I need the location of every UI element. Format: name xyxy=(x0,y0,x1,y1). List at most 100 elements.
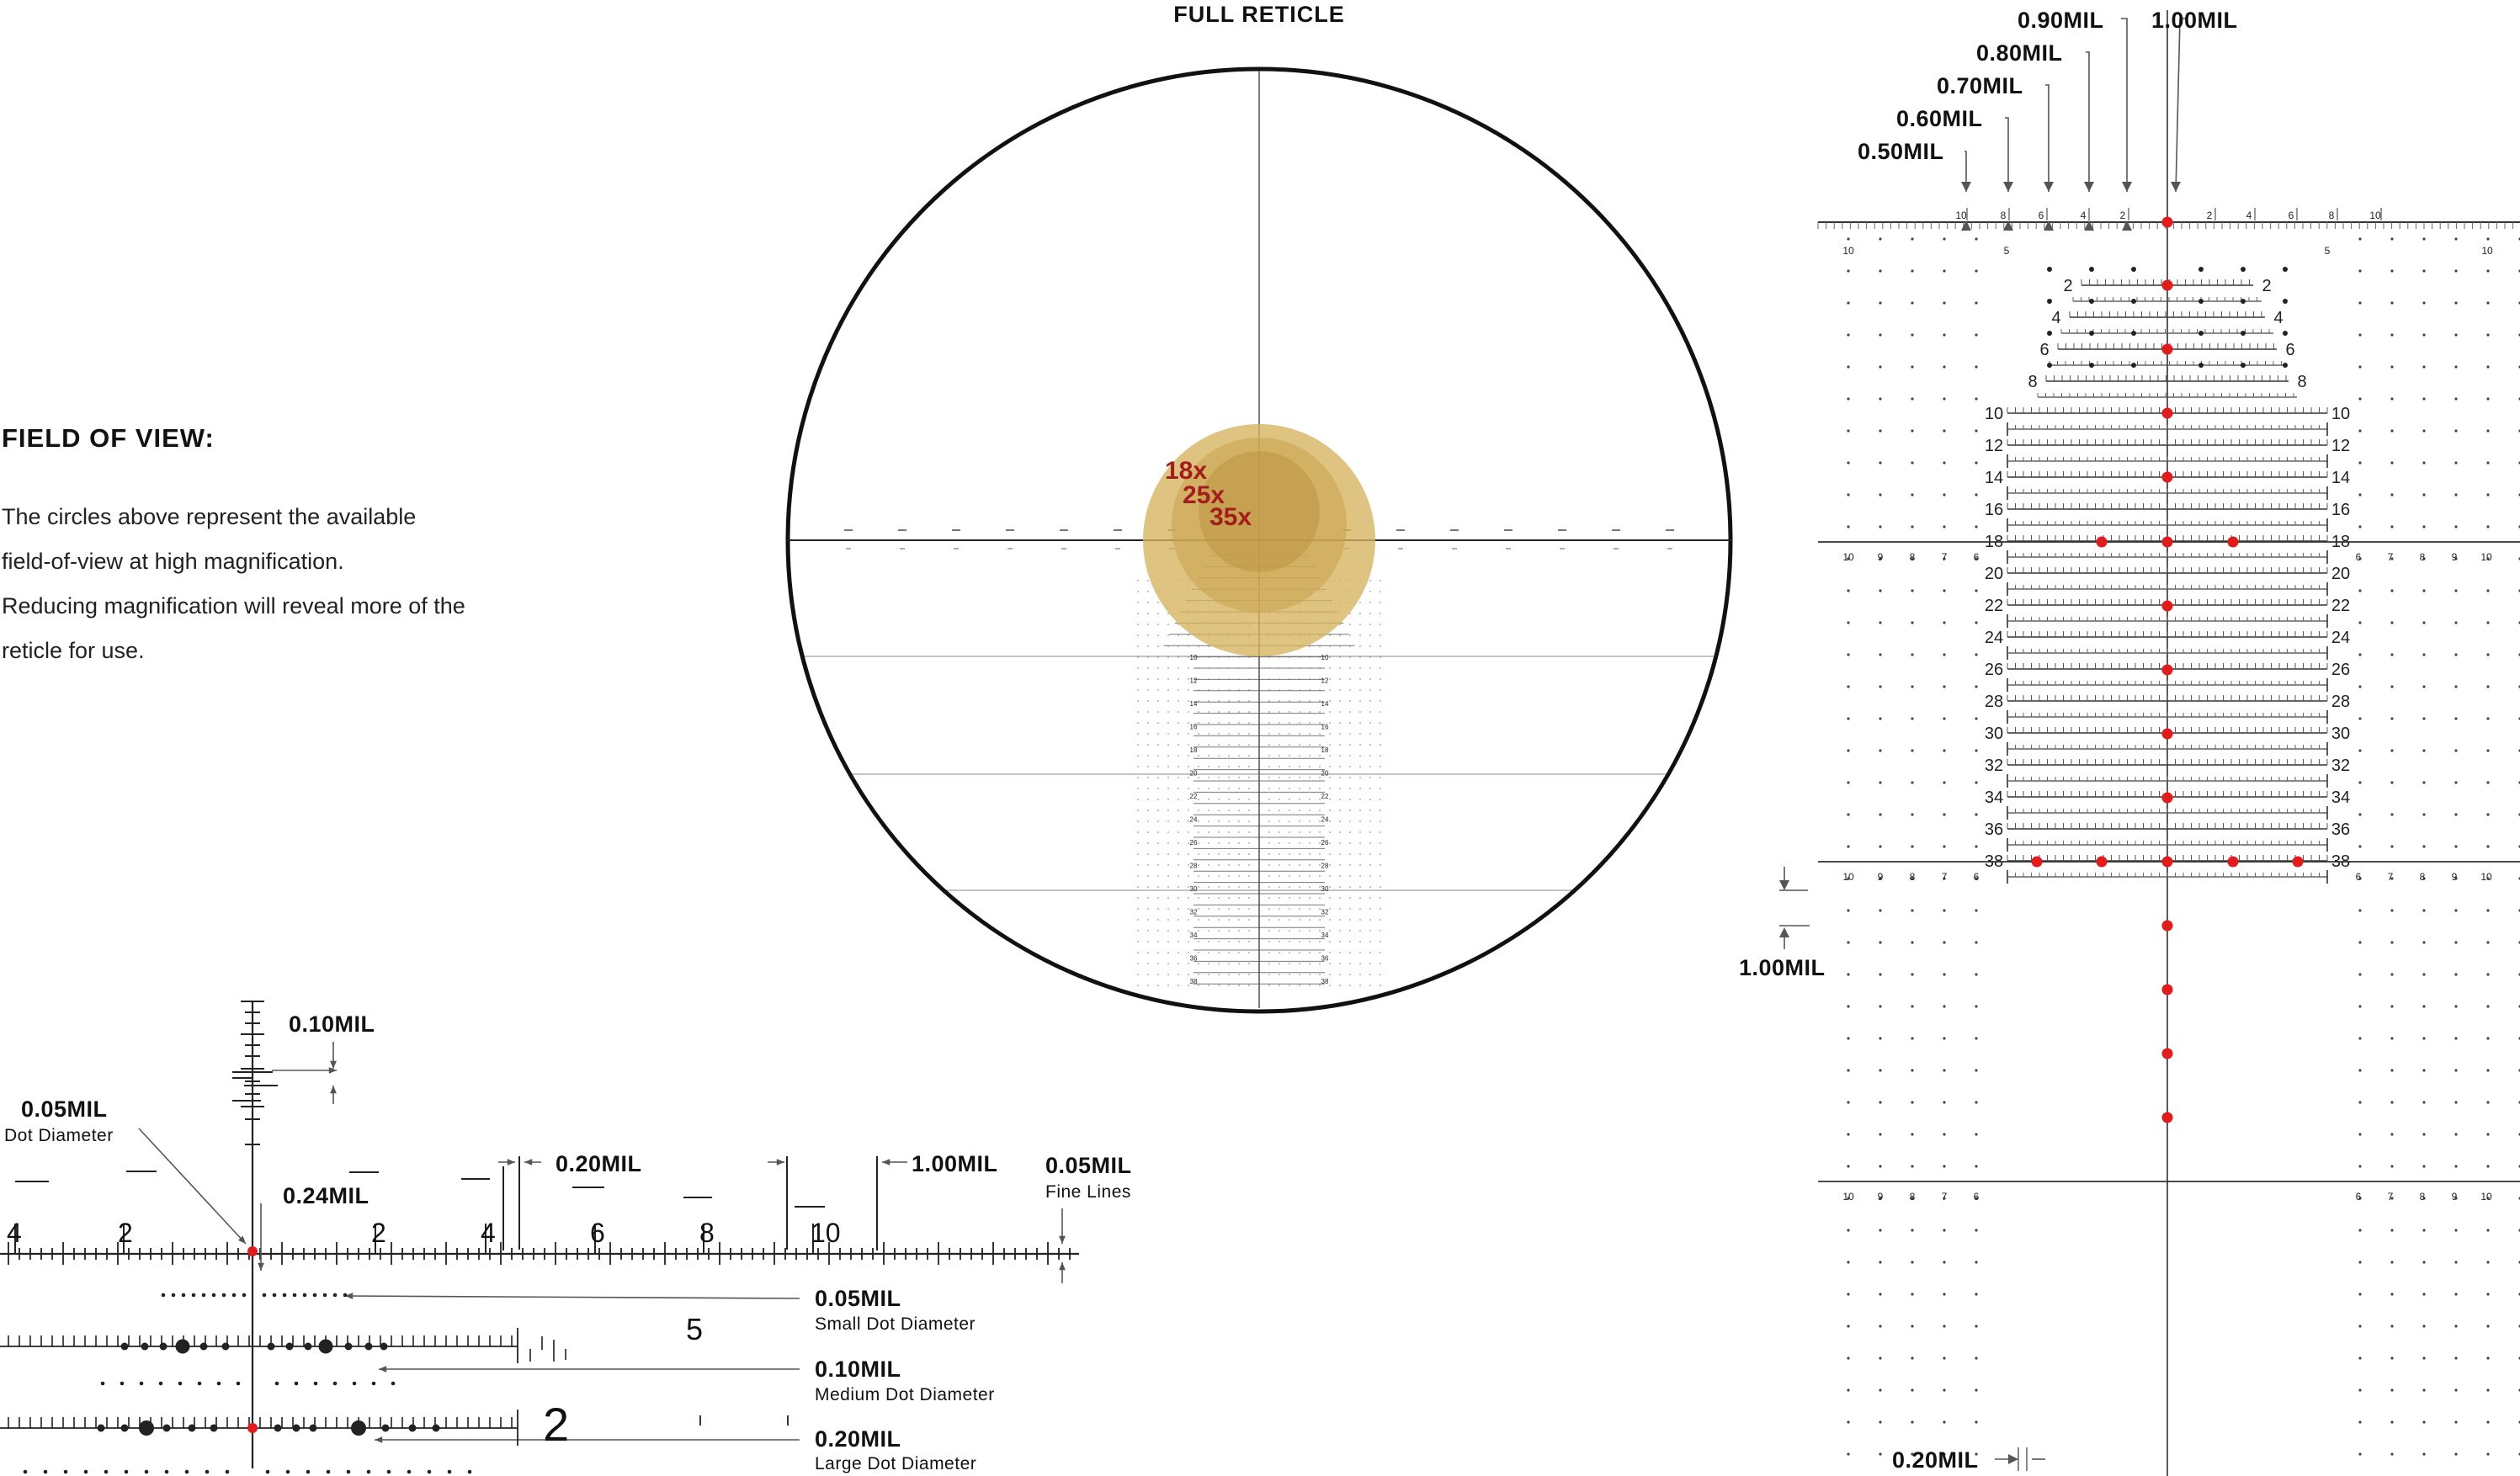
field-dot xyxy=(2390,557,2394,560)
field-dot xyxy=(1279,777,1280,778)
small-dot xyxy=(216,1381,221,1386)
field-dot xyxy=(1943,333,1946,337)
wide-scale-number: 6 xyxy=(1974,551,1980,563)
small-dot xyxy=(181,1293,186,1298)
field-dot xyxy=(1137,613,1139,614)
field-dot xyxy=(1339,875,1341,877)
field-dot xyxy=(1198,788,1199,789)
field-dot xyxy=(1847,781,1850,784)
wide-scale-number: 9 xyxy=(2452,1191,2458,1203)
field-dot xyxy=(1380,952,1381,953)
field-dot xyxy=(1380,678,1381,680)
small-dot xyxy=(63,1469,68,1474)
small-dot xyxy=(332,1293,338,1298)
field-dot xyxy=(1943,301,1946,305)
field-dot xyxy=(1369,963,1371,964)
arrow-head xyxy=(2003,182,2013,192)
field-dot xyxy=(1279,875,1280,877)
field-dot xyxy=(1359,875,1361,877)
field-dot xyxy=(1137,941,1139,942)
side-scale-number: 10 xyxy=(2481,245,2493,257)
wide-scale-number: 8 xyxy=(2420,871,2426,883)
field-dot xyxy=(1349,634,1351,636)
field-dot xyxy=(1309,985,1311,986)
field-dot xyxy=(1188,711,1189,713)
medium-dot xyxy=(120,1424,129,1432)
field-dot xyxy=(1147,842,1149,844)
field-dot xyxy=(1279,864,1280,866)
ladder-number-right: 24 xyxy=(2331,629,2350,647)
field-dot xyxy=(1309,766,1311,767)
field-dot xyxy=(1208,875,1209,877)
hash-spacing-label: 0.20MIL xyxy=(556,1151,642,1176)
side-scale-number: 5 xyxy=(2004,245,2010,257)
ladder-dot xyxy=(2047,363,2052,368)
fine-subtension-label: 0.10MIL xyxy=(289,1011,375,1037)
red-center-dot xyxy=(2161,728,2173,740)
field-dot xyxy=(1943,749,1946,752)
field-dot xyxy=(2486,493,2490,496)
field-dot xyxy=(1975,653,1978,656)
field-dot xyxy=(1228,919,1230,921)
field-dot xyxy=(1218,919,1220,921)
small-dot xyxy=(391,1381,396,1386)
field-dot xyxy=(1369,777,1371,778)
field-dot xyxy=(1943,909,1946,912)
field-dot xyxy=(1975,1325,1978,1328)
field-dot xyxy=(1349,941,1351,942)
field-dot xyxy=(1349,919,1351,921)
lower-center-dot xyxy=(247,1423,258,1433)
field-dot xyxy=(1289,820,1290,822)
small-dot xyxy=(171,1293,176,1298)
field-dot xyxy=(1879,653,1882,656)
field-dot xyxy=(1157,897,1159,899)
small-dot xyxy=(371,1381,376,1386)
field-dot xyxy=(1975,237,1978,241)
field-dot xyxy=(1167,678,1169,680)
field-dot xyxy=(1943,461,1946,465)
field-dot xyxy=(1157,733,1159,735)
field-dot xyxy=(1319,799,1321,800)
field-dot xyxy=(1248,766,1250,767)
red-center-dot xyxy=(2161,920,2173,932)
small-dot xyxy=(326,1469,331,1474)
arrow-head xyxy=(2003,220,2013,231)
small-dot xyxy=(205,1469,210,1474)
field-dot xyxy=(1268,842,1270,844)
field-dot xyxy=(1268,908,1270,910)
wide-scale-number: 7 xyxy=(1942,1191,1948,1203)
field-dot xyxy=(1268,766,1270,767)
medium-dot xyxy=(159,1342,167,1351)
field-dot xyxy=(1198,974,1199,975)
field-dot xyxy=(1147,985,1149,986)
field-dot xyxy=(1369,930,1371,932)
field-dot xyxy=(1943,237,1946,241)
small-dot xyxy=(447,1469,452,1474)
field-dot xyxy=(1238,755,1240,757)
field-dot xyxy=(2486,1069,2490,1072)
wide-scale-number: 10 xyxy=(2480,871,2492,883)
field-dot xyxy=(1188,930,1189,932)
field-dot xyxy=(2454,973,2458,976)
field-dot xyxy=(2358,589,2362,592)
field-dot xyxy=(1218,820,1220,822)
field-dot xyxy=(1879,1165,1882,1168)
field-dot xyxy=(2486,813,2490,816)
field-dot xyxy=(1339,634,1341,636)
wide-scale-number: 10 xyxy=(1842,1191,1854,1203)
field-dot xyxy=(1268,700,1270,702)
field-dot xyxy=(1238,875,1240,877)
field-dot xyxy=(1879,973,1882,976)
large-dot xyxy=(139,1420,154,1436)
full-reticle-panel: FULL RETICLE 10 10 12 12 14 14 16 16 18 18 20 20 22 2… xyxy=(785,2,1733,1014)
field-dot xyxy=(2486,1133,2490,1136)
field-dot xyxy=(2454,1229,2458,1232)
small-dot xyxy=(225,1469,230,1474)
field-dot xyxy=(1167,820,1169,822)
field-dot xyxy=(1248,919,1250,921)
field-dot xyxy=(1975,333,1978,337)
field-dot xyxy=(1369,580,1371,581)
field-dot xyxy=(1359,766,1361,767)
field-dot xyxy=(1178,908,1179,910)
field-dot xyxy=(1369,711,1371,713)
